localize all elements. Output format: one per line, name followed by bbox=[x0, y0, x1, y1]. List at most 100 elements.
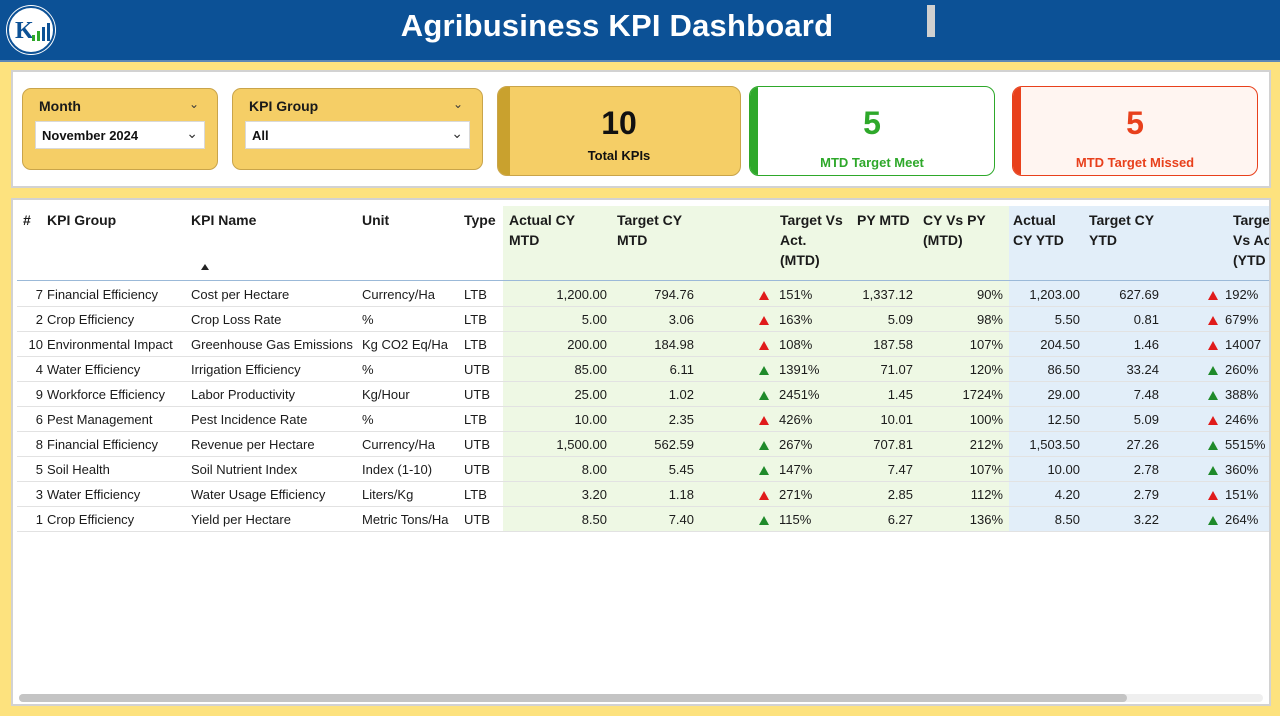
table-row[interactable]: 4 Water Efficiency Irrigation Efficiency% U… bbox=[17, 357, 1269, 382]
cell-actual-cy-ytd: 5.50 bbox=[1054, 312, 1080, 327]
cell-kpi-name: Cost per Hectare bbox=[191, 287, 290, 302]
kpi-table: # KPI Group KPI Name Unit Type Actual CY… bbox=[11, 198, 1271, 706]
col-header-type[interactable]: Type bbox=[464, 212, 496, 228]
company-logo: K bbox=[6, 5, 56, 55]
cell-unit: Metric Tons/Ha bbox=[362, 512, 449, 527]
table-row[interactable]: 10 Environmental Impact Greenhouse Gas Emi… bbox=[17, 332, 1269, 357]
table-row[interactable]: 9 Workforce Efficiency Labor Productivity K… bbox=[17, 382, 1269, 407]
cell-type: LTB bbox=[464, 337, 487, 352]
status-up-green-icon bbox=[759, 391, 769, 400]
cell-target-vs-act-ytd: 5515% bbox=[1225, 437, 1266, 452]
status-up-red-icon bbox=[1208, 341, 1218, 350]
col-header-cy-vs-py-mtd[interactable]: CY Vs PY (MTD) bbox=[923, 210, 986, 250]
cell-kpi-group: Financial Efficiency bbox=[47, 287, 159, 302]
mtd-columns-shading bbox=[503, 206, 1009, 532]
chevron-down-icon[interactable]: ⌄ bbox=[189, 97, 200, 111]
table-row[interactable]: 3 Water Efficiency Water Usage Efficiency L… bbox=[17, 482, 1269, 507]
status-up-red-icon bbox=[759, 341, 769, 350]
cell-py-mtd: 5.09 bbox=[887, 312, 913, 327]
table-row[interactable]: 2 Crop Efficiency Crop Loss Rate% LTB 5.00 3.… bbox=[17, 307, 1269, 332]
sort-ascending-icon[interactable] bbox=[201, 264, 209, 270]
col-header-num[interactable]: # bbox=[23, 212, 31, 228]
cell-target-vs-act-ytd: 151% bbox=[1225, 487, 1259, 502]
col-header-actual-cy-mtd[interactable]: Actual CY MTD bbox=[509, 210, 575, 250]
header-divider bbox=[17, 280, 1269, 281]
kpi-group-dropdown[interactable]: All ⌄ bbox=[245, 121, 470, 149]
cell-target-vs-act-ytd: 14007 bbox=[1225, 337, 1262, 352]
cell-target-vs-act-mtd: 147% bbox=[779, 462, 813, 477]
header-line: Vs Ac bbox=[1233, 232, 1271, 248]
table-row[interactable]: 7 Financial Efficiency Cost per Hectare Cur… bbox=[17, 282, 1269, 307]
col-header-kpi-group[interactable]: KPI Group bbox=[47, 212, 117, 228]
status-up-green-icon bbox=[759, 466, 769, 475]
status-up-red-icon bbox=[759, 491, 769, 500]
cell-cy-vs-py-mtd: 107% bbox=[969, 462, 1003, 477]
cell-target-vs-act-mtd: 271% bbox=[779, 487, 813, 502]
table-row[interactable]: 8 Financial Efficiency Revenue per Hectare… bbox=[17, 432, 1269, 457]
cell-kpi-name: Revenue per Hectare bbox=[191, 437, 315, 452]
col-header-unit[interactable]: Unit bbox=[362, 212, 390, 228]
card-accent-bar bbox=[750, 87, 758, 175]
cell-kpi-group: Crop Efficiency bbox=[47, 512, 135, 527]
header-line: YTD bbox=[1089, 232, 1117, 248]
col-header-target-cy-mtd[interactable]: Target CY MTD bbox=[617, 210, 682, 250]
cell-kpi-name: Soil Nutrient Index bbox=[191, 462, 298, 477]
total-kpis-value: 10 bbox=[601, 105, 637, 141]
header-divider bbox=[927, 5, 935, 37]
month-dropdown[interactable]: November 2024 ⌄ bbox=[35, 121, 205, 149]
col-header-target-vs-act-mtd[interactable]: Target Vs Act. (MTD) bbox=[780, 210, 843, 270]
cell-actual-cy-mtd: 3.20 bbox=[581, 487, 607, 502]
col-header-actual-cy-ytd[interactable]: Actual CY YTD bbox=[1013, 210, 1064, 250]
cell-kpi-group: Water Efficiency bbox=[47, 487, 141, 502]
header-line: Targe bbox=[1233, 212, 1271, 228]
mtd-target-missed-value: 5 bbox=[1126, 105, 1144, 141]
col-header-kpi-name[interactable]: KPI Name bbox=[191, 212, 257, 228]
col-header-target-vs-act-ytd[interactable]: Targe Vs Ac (YTD bbox=[1233, 210, 1271, 270]
status-up-red-icon bbox=[759, 316, 769, 325]
cell-target-vs-act-ytd: 192% bbox=[1225, 287, 1259, 302]
horizontal-scrollbar-thumb[interactable] bbox=[19, 694, 1127, 702]
cell-type: UTB bbox=[464, 512, 490, 527]
cell-actual-cy-mtd: 25.00 bbox=[574, 387, 607, 402]
cell-target-cy-ytd: 627.69 bbox=[1119, 287, 1159, 302]
cell-py-mtd: 7.47 bbox=[887, 462, 913, 477]
cell-num: 1 bbox=[35, 512, 43, 527]
header-line: Target CY bbox=[617, 212, 683, 228]
cell-kpi-name: Irrigation Efficiency bbox=[191, 362, 301, 377]
kpi-group-slicer: KPI Group ⌄ All ⌄ bbox=[232, 88, 483, 170]
row-divider bbox=[17, 456, 1269, 457]
total-kpis-caption: Total KPIs bbox=[587, 148, 651, 163]
chevron-down-icon[interactable]: ⌄ bbox=[186, 125, 198, 141]
cell-target-vs-act-ytd: 246% bbox=[1225, 412, 1259, 427]
table-row[interactable]: 6 Pest Management Pest Incidence Rate% LTB 1… bbox=[17, 407, 1269, 432]
cell-actual-cy-ytd: 204.50 bbox=[1040, 337, 1080, 352]
chevron-down-icon[interactable]: ⌄ bbox=[451, 125, 463, 141]
header-line: CY Vs PY bbox=[923, 212, 986, 228]
cell-py-mtd: 2.85 bbox=[887, 487, 913, 502]
cell-target-cy-mtd: 794.76 bbox=[654, 287, 694, 302]
cell-type: UTB bbox=[464, 437, 490, 452]
table-row[interactable]: 5 Soil Health Soil Nutrient Index Index (1-… bbox=[17, 457, 1269, 482]
col-header-target-cy-ytd[interactable]: Target CY YTD bbox=[1089, 210, 1154, 250]
status-up-green-icon bbox=[759, 516, 769, 525]
cell-target-vs-act-ytd: 260% bbox=[1225, 362, 1259, 377]
cell-kpi-group: Financial Efficiency bbox=[47, 437, 159, 452]
cell-actual-cy-ytd: 1,203.00 bbox=[1029, 287, 1080, 302]
col-header-py-mtd[interactable]: PY MTD bbox=[857, 212, 910, 228]
cell-target-vs-act-mtd: 267% bbox=[779, 437, 813, 452]
cell-target-vs-act-mtd: 1391% bbox=[779, 362, 820, 377]
table-row[interactable]: 1 Crop Efficiency Yield per Hectare Metric … bbox=[17, 507, 1269, 532]
status-up-green-icon bbox=[1208, 391, 1218, 400]
card-accent-bar bbox=[1013, 87, 1021, 175]
status-up-green-icon bbox=[1208, 516, 1218, 525]
cell-target-cy-ytd: 1.46 bbox=[1133, 337, 1159, 352]
cell-cy-vs-py-mtd: 1724% bbox=[962, 387, 1003, 402]
cell-target-cy-mtd: 6.11 bbox=[669, 362, 694, 377]
status-up-green-icon bbox=[759, 441, 769, 450]
cell-target-vs-act-ytd: 360% bbox=[1225, 462, 1259, 477]
cell-type: LTB bbox=[464, 412, 487, 427]
status-up-red-icon bbox=[759, 291, 769, 300]
header-line: Actual bbox=[1013, 212, 1056, 228]
chevron-down-icon[interactable]: ⌄ bbox=[453, 97, 464, 111]
cell-kpi-group: Pest Management bbox=[47, 412, 153, 427]
